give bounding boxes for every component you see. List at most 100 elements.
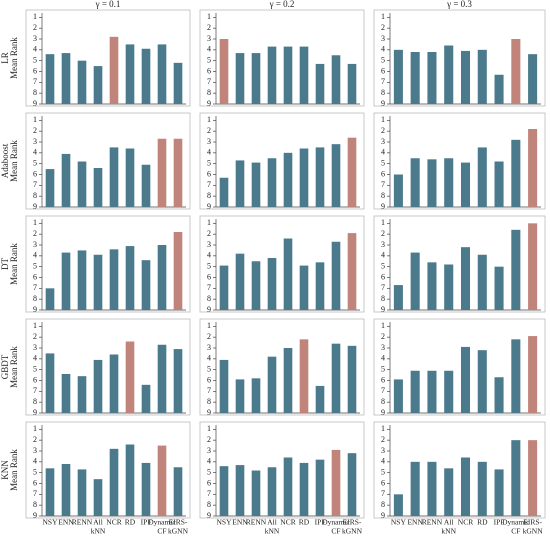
y-tick-label: 4	[33, 148, 37, 157]
y-tick-label: 3	[381, 343, 385, 352]
y-tick-label: 4	[381, 148, 385, 157]
bar	[45, 353, 55, 413]
y-tick-label: 9	[207, 202, 211, 211]
bar	[427, 159, 437, 207]
bar	[393, 379, 403, 413]
x-tick-label: kGNN	[342, 527, 363, 536]
x-tick-label: Dynamic	[322, 518, 350, 527]
bar	[511, 39, 521, 104]
bar	[528, 54, 538, 104]
y-tick-label: 7	[207, 283, 211, 292]
bar	[460, 162, 471, 207]
y-tick-label: 4	[381, 354, 385, 363]
y-tick-label: 5	[207, 261, 211, 270]
x-tick-label: kGNN	[168, 527, 189, 536]
bar	[77, 469, 87, 516]
bar	[157, 44, 167, 104]
y-tick-label: 5	[33, 261, 37, 270]
bar	[45, 54, 55, 104]
y-tick-label: 3	[381, 137, 385, 146]
bar	[528, 129, 538, 207]
bar	[77, 161, 87, 207]
panel-frame	[199, 112, 365, 210]
y-tick-label: 4	[381, 45, 385, 54]
x-tick-label: NCR	[280, 518, 295, 527]
bar	[299, 339, 309, 413]
y-tick-label: 7	[33, 386, 37, 395]
y-axis-label: Mean Rank	[9, 243, 19, 285]
x-tick-label: All	[444, 518, 454, 527]
bar	[61, 153, 71, 207]
y-tick-label: 3	[207, 446, 211, 455]
y-axis-label: KNN	[0, 460, 10, 480]
bar	[125, 341, 135, 413]
bar	[460, 247, 471, 310]
x-tick-label: ENN	[58, 518, 74, 527]
bar	[427, 52, 437, 104]
y-tick-label: 4	[207, 251, 211, 260]
bar	[511, 229, 521, 310]
bar	[410, 158, 420, 207]
bar	[331, 144, 341, 207]
y-tick-label: 3	[207, 34, 211, 43]
panel-frame	[25, 215, 191, 313]
y-tick-label: 7	[381, 180, 385, 189]
bar	[61, 374, 71, 413]
bar	[109, 249, 119, 310]
y-tick-label: 6	[207, 375, 211, 384]
panel-frame	[199, 318, 365, 416]
y-tick-label: 6	[381, 66, 385, 75]
y-tick-label: 5	[207, 364, 211, 373]
bar	[141, 384, 151, 413]
bar	[410, 370, 420, 413]
bar	[477, 49, 487, 104]
bar	[410, 252, 420, 310]
y-tick-label: 9	[381, 408, 385, 417]
bar	[235, 253, 245, 310]
bar	[77, 60, 87, 104]
y-tick-label: 1	[33, 12, 37, 21]
y-tick-label: 1	[381, 12, 385, 21]
x-tick-label: NSY	[391, 518, 407, 527]
y-tick-label: 6	[33, 66, 37, 75]
y-tick-label: 9	[381, 305, 385, 314]
bar	[157, 344, 167, 413]
x-tick-label: ENN	[232, 518, 248, 527]
bar	[331, 343, 341, 413]
bar	[251, 261, 261, 310]
y-tick-label: 8	[33, 294, 37, 303]
bar	[173, 349, 183, 413]
y-tick-label: 4	[33, 251, 37, 260]
bar	[219, 466, 229, 516]
x-tick-label: IPF	[141, 518, 152, 527]
y-tick-label: 1	[33, 424, 37, 433]
bar	[444, 45, 454, 104]
bar	[347, 63, 357, 104]
bar	[315, 385, 325, 413]
panel-frame	[373, 9, 546, 107]
y-tick-label: 1	[207, 218, 211, 227]
y-tick-label: 5	[33, 55, 37, 64]
bar	[45, 468, 55, 516]
y-tick-label: 9	[381, 99, 385, 108]
bar	[427, 262, 437, 310]
bar	[45, 288, 55, 310]
bar	[157, 245, 167, 310]
y-tick-label: 5	[381, 364, 385, 373]
y-tick-label: 1	[33, 115, 37, 124]
bar	[331, 449, 341, 516]
bar	[61, 252, 71, 310]
y-tick-label: 3	[207, 240, 211, 249]
y-tick-label: 5	[33, 467, 37, 476]
y-tick-label: 4	[207, 354, 211, 363]
y-tick-label: 9	[207, 99, 211, 108]
y-tick-label: 6	[207, 66, 211, 75]
bar	[315, 459, 325, 516]
bar	[173, 232, 183, 310]
y-tick-label: 1	[207, 115, 211, 124]
x-tick-label: IPF	[315, 518, 326, 527]
y-tick-label: 9	[33, 202, 37, 211]
panel-frame	[373, 318, 546, 416]
bar	[141, 462, 151, 516]
